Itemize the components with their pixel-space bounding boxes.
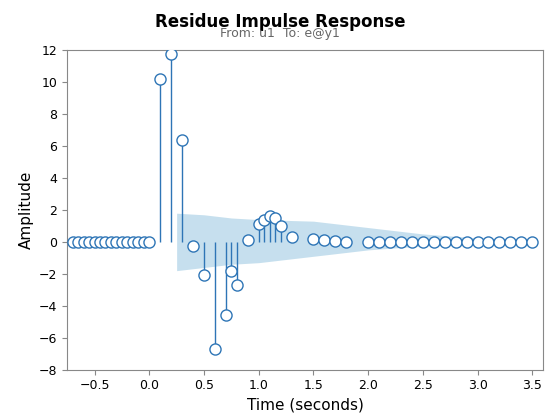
- X-axis label: Time (seconds): Time (seconds): [247, 398, 363, 413]
- Text: Residue Impulse Response: Residue Impulse Response: [155, 13, 405, 31]
- Text: From: u1  To: e@y1: From: u1 To: e@y1: [220, 27, 340, 40]
- Y-axis label: Amplitude: Amplitude: [18, 171, 34, 249]
